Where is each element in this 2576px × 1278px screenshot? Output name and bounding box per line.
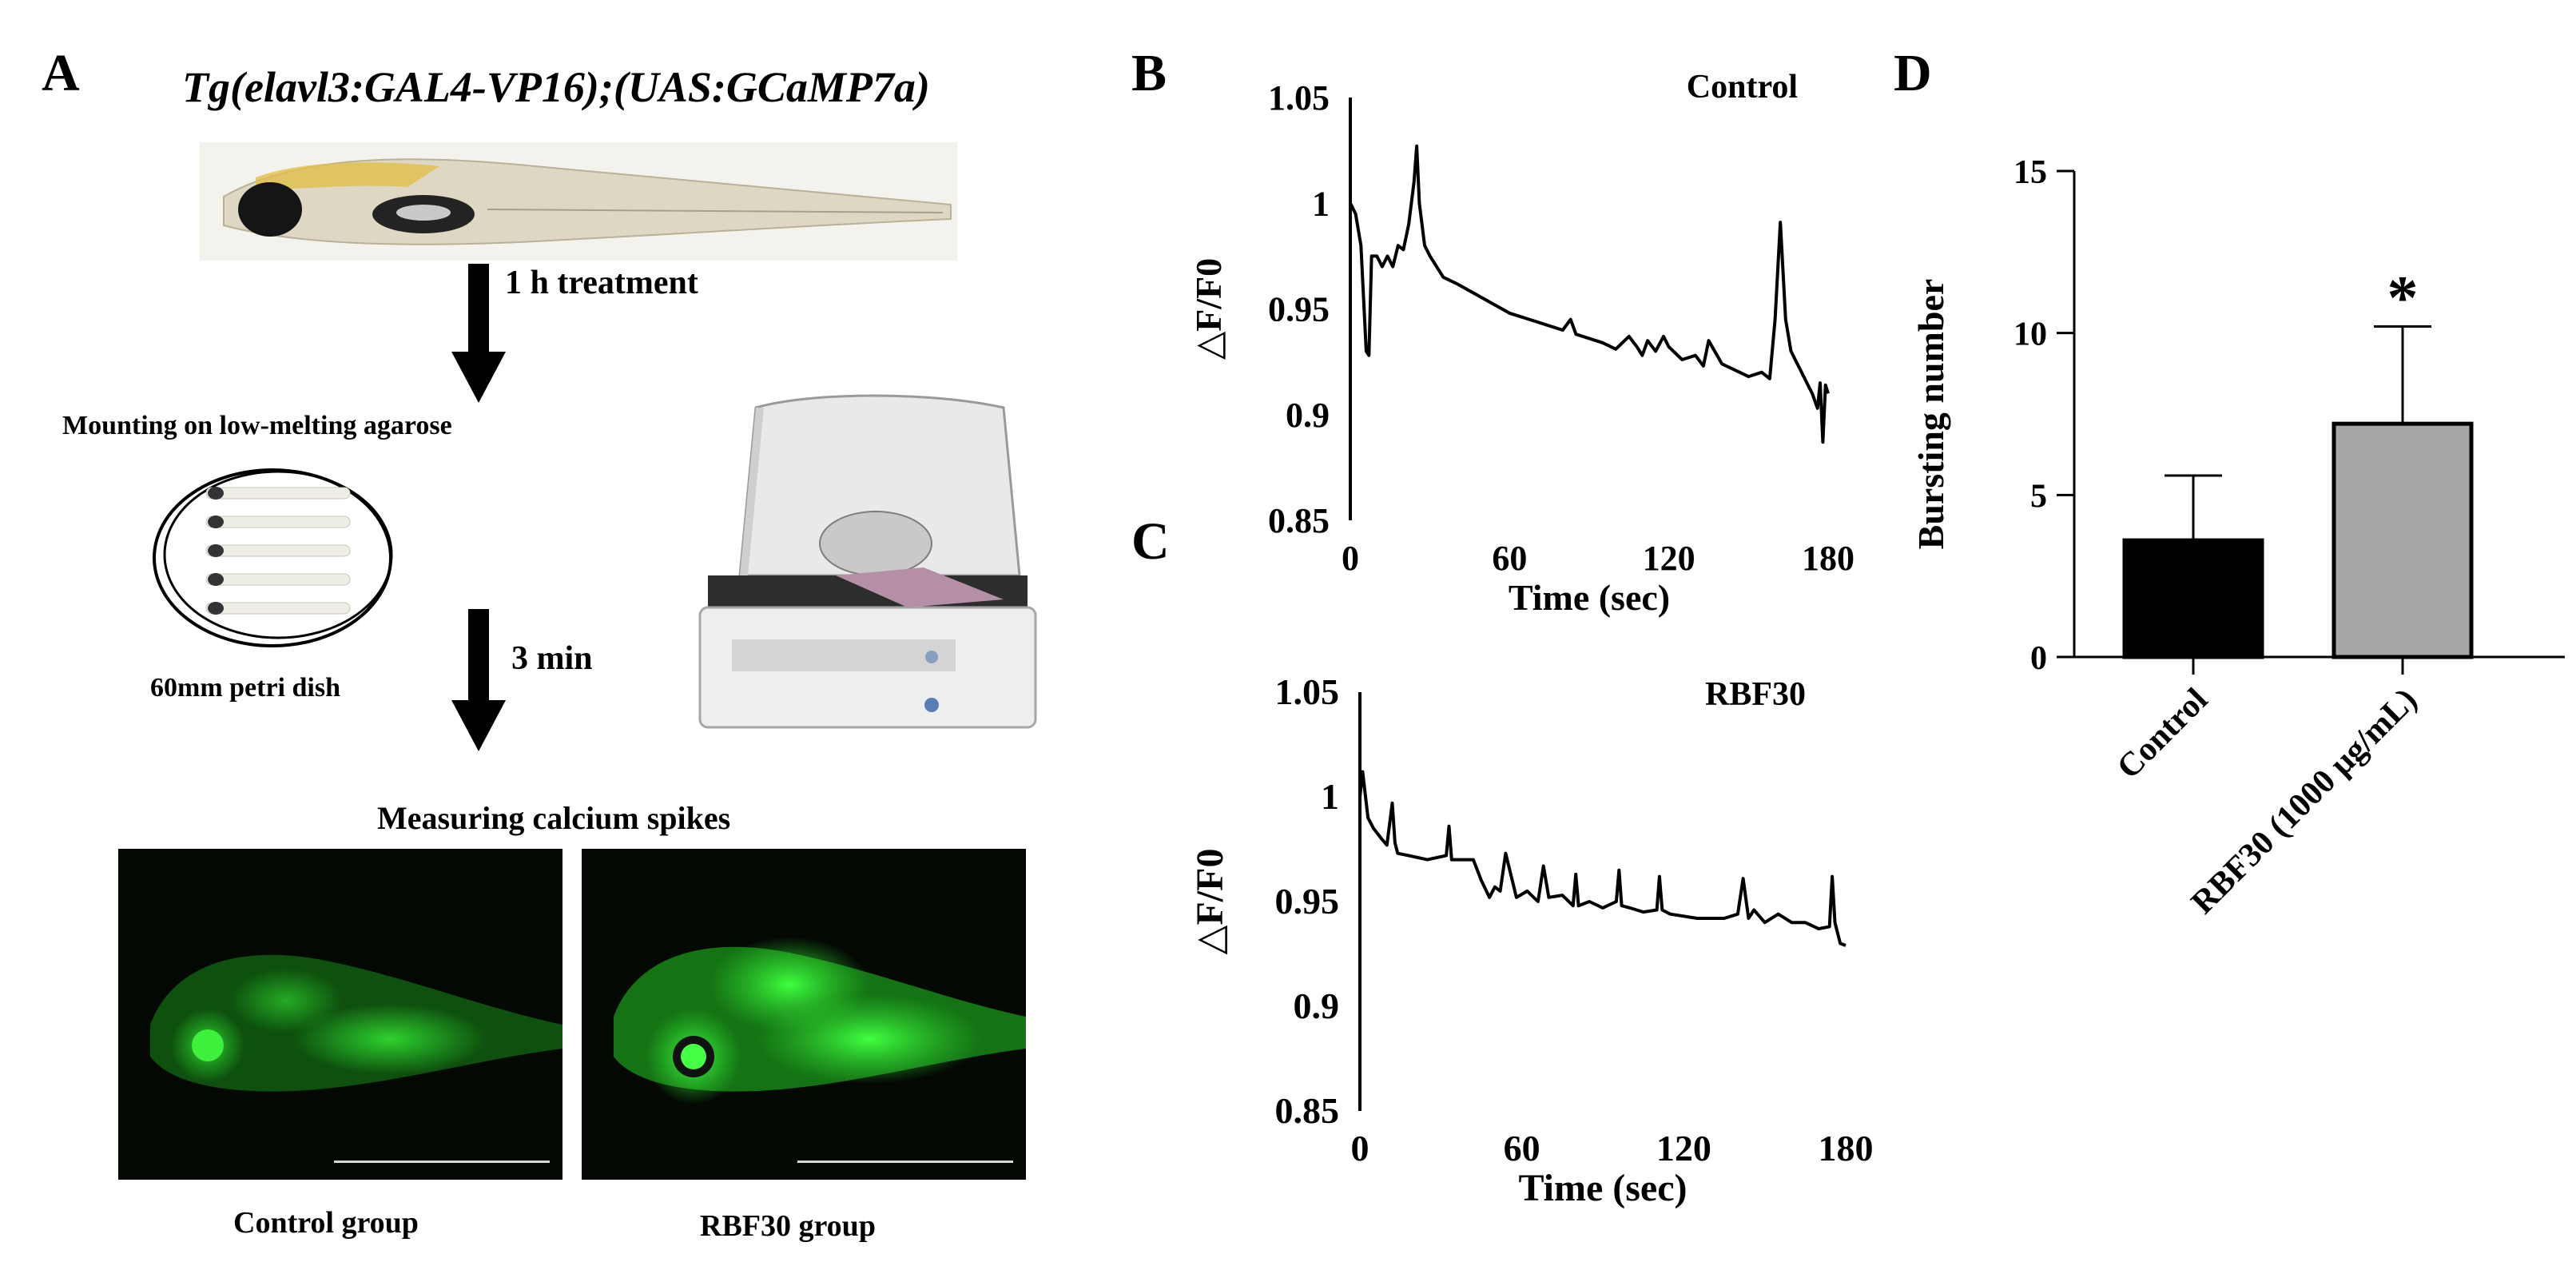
y-tick-label: 0.95 (1268, 290, 1330, 329)
step-treatment-label: 1 h treatment (505, 265, 698, 301)
arrow-down-head-1 (451, 352, 506, 403)
x-tick-label: 120 (1643, 539, 1695, 578)
larva-brightfield-image (200, 142, 957, 261)
y-axis-label: △F/F0 (1189, 849, 1231, 955)
arrow-down-head-2 (451, 700, 506, 751)
control-fluorescence-image (118, 849, 563, 1180)
imaging-device-image (668, 376, 1056, 751)
y-tick-label: 1.05 (1268, 78, 1330, 117)
arrow-down-shaft-1 (468, 264, 489, 358)
panel-a-title: Tg(elavl3:GAL4-VP16);(UAS:GCaMP7a) (182, 63, 930, 111)
chart-title: RBF30 (1705, 676, 1806, 713)
y-tick-label: 0.85 (1268, 501, 1330, 540)
y-tick-label: 5 (2030, 478, 2047, 515)
chart-c-rbf30-trace: 0.85 0.9 0.95 1 1.05 0 60 120 180 RBF30 Time (s… (1189, 671, 1874, 1209)
bar (2122, 538, 2264, 659)
x-tick-label: 60 (1504, 1128, 1540, 1169)
x-tick-label: 0 (1351, 1128, 1369, 1169)
y-tick-label: 10 (2013, 317, 2047, 353)
y-axis-label: △F/F0 (1188, 258, 1229, 360)
mounting-label: Mounting on low-melting agarose (62, 411, 452, 440)
y-tick-label: 0.9 (1286, 396, 1330, 435)
x-tick-label: 180 (1802, 539, 1854, 578)
dish-label: 60mm petri dish (150, 673, 340, 703)
scale-bar (334, 1161, 550, 1163)
chart-title: Control (1687, 69, 1798, 106)
panel-label-d: D (1894, 44, 1932, 102)
measuring-label: Measuring calcium spikes (377, 800, 731, 836)
y-tick-label: 15 (2013, 154, 2047, 191)
rbf-fluorescence-image (582, 849, 1026, 1180)
x-tick-label: 0 (1342, 539, 1359, 578)
panel-label-b: B (1131, 44, 1167, 102)
series-line (1349, 144, 1830, 444)
y-tick-label: 0.85 (1275, 1090, 1340, 1131)
series-line (1358, 770, 1847, 947)
x-tick-label: 60 (1492, 539, 1527, 578)
y-tick-label: 0 (2030, 640, 2047, 677)
y-tick-label: 0.95 (1275, 881, 1340, 922)
significance-asterisk: * (2387, 263, 2419, 332)
y-axis-label: Bursting number (1910, 279, 1951, 550)
rbf-group-caption: RBF30 group (700, 1209, 876, 1243)
bar (2332, 421, 2474, 659)
x-axis-label: Time (sec) (1509, 577, 1670, 618)
y-tick-label: 1 (1321, 776, 1339, 817)
x-axis-label: Time (sec) (1518, 1167, 1687, 1209)
panel-label-a: A (42, 44, 80, 102)
y-tick-label: 1.05 (1275, 671, 1340, 712)
scale-bar (797, 1161, 1013, 1163)
x-tick-label: Control (2110, 682, 2215, 786)
step-duration-label: 3 min (511, 640, 593, 677)
x-tick-label: RBF30 (1000 μg/mL) (2184, 682, 2424, 922)
chart-b-control-trace: 0.85 0.9 0.95 1 1.05 0 60 120 180 Control Time … (1188, 69, 1854, 618)
petri-dish-image (153, 468, 393, 647)
arrow-down-shaft-2 (468, 609, 489, 705)
x-tick-label: 180 (1819, 1128, 1874, 1169)
control-group-caption: Control group (233, 1206, 419, 1240)
y-tick-label: 0.9 (1294, 985, 1340, 1026)
y-tick-label: 1 (1312, 184, 1330, 223)
x-tick-label: 120 (1656, 1128, 1711, 1169)
panel-label-c: C (1131, 512, 1170, 571)
